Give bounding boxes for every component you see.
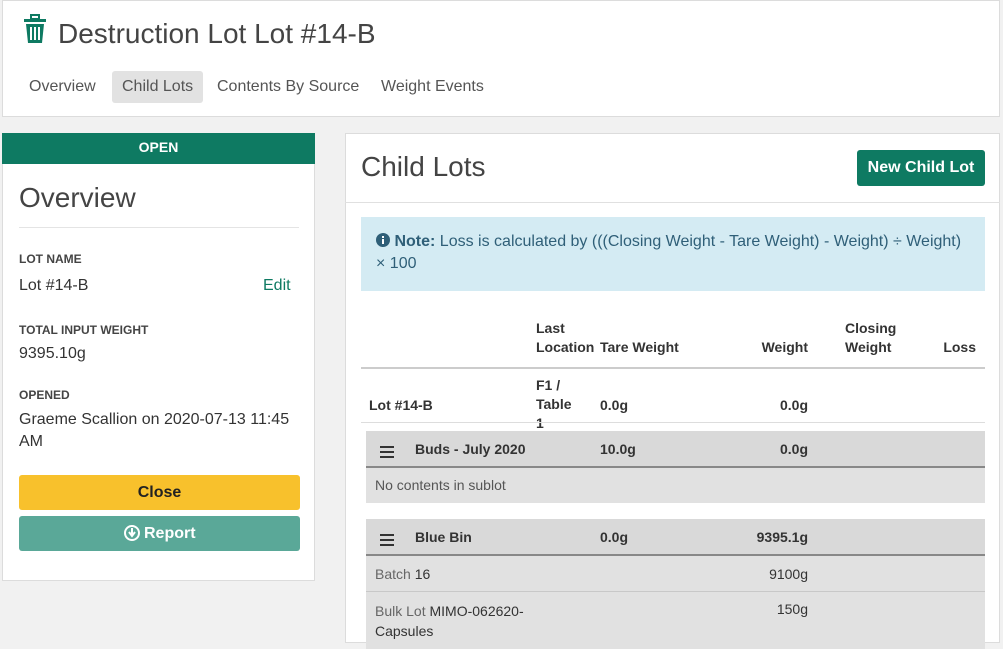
column-header: Tare Weight <box>600 339 679 355</box>
content-kind: Bulk Lot <box>375 603 426 619</box>
report-button[interactable]: Report <box>19 516 300 551</box>
divider <box>345 202 1000 203</box>
menu-icon[interactable] <box>380 446 394 448</box>
column-header: Closing Weight <box>845 320 897 355</box>
field-value: Lot #14-B <box>19 277 89 294</box>
lot-tare: 0.0g <box>600 397 629 413</box>
new-child-lot-button[interactable]: New Child Lot <box>857 150 985 186</box>
content-id: 16 <box>414 566 431 582</box>
table-header-rule <box>361 367 985 369</box>
field-value: Graeme Scallion on 2020-07-13 11:45 AM <box>19 411 290 450</box>
sublot: Blue Bin 0.0g 9395.1g Batch 16 9100g Bul… <box>366 519 985 649</box>
sublot-weight: 0.0g <box>779 441 808 457</box>
field-label: TOTAL INPUT WEIGHT <box>19 323 149 337</box>
note-label: Note: <box>394 233 436 250</box>
status-bar: OPEN <box>2 133 315 164</box>
sublot-name: Buds - July 2020 <box>415 441 526 457</box>
section-title: Child Lots <box>361 151 486 182</box>
content-weight: 9100g <box>769 566 808 582</box>
field-label: OPENED <box>19 388 70 402</box>
trash-icon <box>24 14 46 43</box>
column-header: Weight <box>761 339 808 355</box>
content-kind: Batch <box>375 566 411 582</box>
column-header: Loss <box>943 339 976 355</box>
menu-icon[interactable] <box>380 534 394 536</box>
divider <box>19 227 299 228</box>
content-id: MIMO-062620-Capsules <box>375 603 524 639</box>
column-header: Last Location <box>536 320 595 355</box>
tab[interactable]: Overview <box>29 78 96 95</box>
sublot-tare: 10.0g <box>600 441 636 457</box>
sidebar: OPEN Overview LOT NAME Lot #14-B Edit TO… <box>2 133 315 581</box>
sublot-header: Blue Bin 0.0g 9395.1g <box>366 519 985 556</box>
sidebar-heading: Overview <box>19 182 136 213</box>
empty-text: No contents in sublot <box>375 477 506 493</box>
content-weight: 150g <box>776 601 808 617</box>
tab[interactable]: Weight Events <box>381 78 484 95</box>
report-label: Report <box>144 525 196 542</box>
tab[interactable]: Child Lots <box>112 71 204 103</box>
content-source: Batch 16 <box>375 566 545 582</box>
row-rule <box>361 422 985 423</box>
sublot: Buds - July 2020 10.0g 0.0g No contents … <box>366 431 985 503</box>
content-row: Batch 16 9100g <box>366 556 985 592</box>
info-icon <box>376 233 390 247</box>
note-text: Loss is calculated by (((Closing Weight … <box>376 233 962 272</box>
main-panel: Child Lots New Child Lot Note: Loss is c… <box>345 133 1000 649</box>
content-source: Bulk Lot MIMO-062620-Capsules <box>375 601 545 641</box>
lot-name: Lot #14-B <box>369 397 433 413</box>
lot-location: F1 / Table 1 <box>536 377 572 431</box>
sublot-tare: 0.0g <box>600 529 629 545</box>
edit-link[interactable]: Edit <box>263 277 291 294</box>
header-panel: Destruction Lot Lot #14-B Overview Child… <box>2 0 1000 117</box>
field-value: 9395.10g <box>19 345 86 362</box>
close-button[interactable]: Close <box>19 475 300 510</box>
note-box: Note: Loss is calculated by (((Closing W… <box>361 217 985 291</box>
sublot-name: Blue Bin <box>415 529 472 545</box>
sublot-header: Buds - July 2020 10.0g 0.0g <box>366 431 985 468</box>
page-title: Destruction Lot Lot #14-B <box>58 18 376 49</box>
tab[interactable]: Contents By Source <box>217 78 360 95</box>
sublot-weight: 9395.1g <box>756 529 808 545</box>
field-label: LOT NAME <box>19 252 82 266</box>
lot-weight: 0.0g <box>779 397 808 413</box>
download-icon <box>124 525 140 541</box>
